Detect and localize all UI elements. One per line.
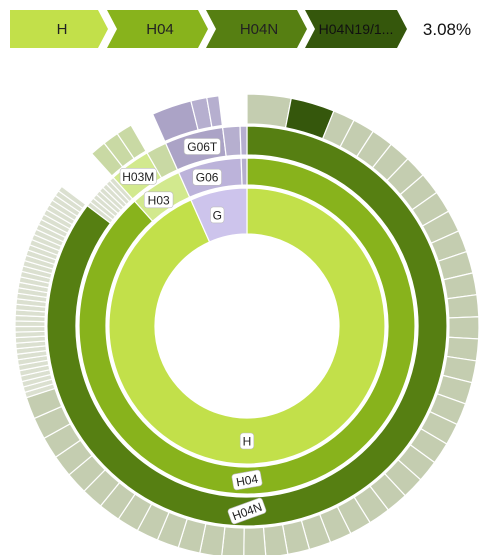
arc-g-other[interactable]	[241, 158, 247, 185]
label-g06t-text: G06T	[187, 140, 218, 154]
label-g06t: G06T	[184, 138, 220, 154]
arc-h04n-leaf-29[interactable]	[244, 527, 266, 555]
arc-h04n-leaf-0[interactable]	[247, 94, 291, 128]
arc-h04n-leaf-12[interactable]	[447, 295, 479, 318]
arc-h04n-tail-12[interactable]	[15, 326, 45, 332]
label-h03: H03	[144, 192, 173, 208]
label-h03m-text: H03M	[122, 170, 154, 184]
label-g-text: G	[213, 208, 222, 222]
label-h03m: H03M	[120, 168, 156, 184]
label-g06: G06	[193, 169, 222, 185]
arc-g06-other[interactable]	[223, 126, 241, 156]
label-g: G	[210, 207, 224, 223]
arc-h04n-leaf-13[interactable]	[449, 317, 479, 339]
label-h03-text: H03	[148, 193, 170, 207]
label-h-text: H	[243, 435, 252, 449]
arc-g-other-l3[interactable]	[240, 126, 247, 155]
label-g06-text: G06	[196, 171, 219, 185]
label-h: H	[240, 433, 254, 449]
